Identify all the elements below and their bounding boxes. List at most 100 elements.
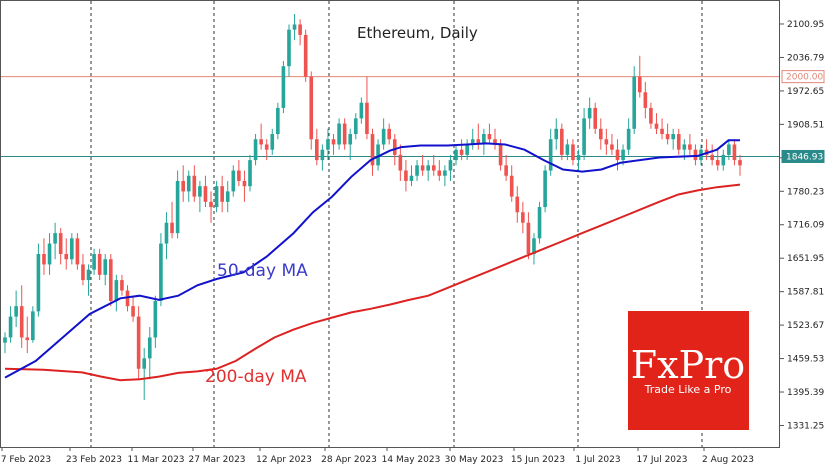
level-2000-badge — [781, 70, 825, 84]
candle — [292, 14, 297, 41]
candle-body — [576, 154, 581, 161]
candle-body — [353, 118, 358, 135]
candle-body — [342, 123, 347, 145]
candle-body — [526, 222, 531, 254]
candle — [571, 139, 575, 166]
candle-body — [610, 144, 614, 150]
candle-body — [598, 128, 603, 140]
candle-body — [220, 186, 224, 202]
x-tick-label: 7 Feb 2023 — [1, 455, 51, 465]
candle — [214, 180, 219, 213]
candle — [454, 144, 458, 166]
candle — [248, 154, 252, 192]
candle — [175, 170, 180, 239]
candle-body — [671, 134, 675, 140]
candle-body — [259, 139, 263, 145]
candle-body — [337, 123, 341, 145]
candle — [365, 76, 369, 140]
candle-body — [637, 76, 642, 93]
candle-body — [231, 170, 236, 192]
candle-body — [465, 144, 469, 155]
candle-body — [303, 34, 308, 77]
candle — [554, 118, 559, 150]
x-tick-label: 30 May 2023 — [445, 455, 504, 465]
candle — [159, 233, 163, 307]
candle — [70, 233, 74, 265]
candle — [253, 134, 258, 166]
candle — [710, 144, 714, 166]
candle — [593, 102, 598, 135]
candle-body — [498, 144, 503, 166]
candle-body — [660, 128, 664, 135]
candle — [309, 71, 314, 150]
candle — [448, 154, 453, 181]
candle-body — [370, 134, 375, 166]
candle-body — [593, 107, 598, 129]
candle — [732, 139, 737, 166]
candle — [487, 123, 492, 145]
x-tick-label: 12 Apr 2023 — [256, 455, 312, 465]
candle — [81, 253, 85, 286]
candle-body — [376, 144, 380, 166]
candle — [303, 29, 308, 82]
x-tick-label: 27 Mar 2023 — [188, 455, 245, 465]
candle-body — [292, 24, 297, 30]
candle-body — [58, 233, 63, 254]
candle-body — [515, 196, 520, 213]
candle — [353, 113, 358, 140]
candle-body — [626, 128, 631, 150]
candle-body — [392, 139, 397, 155]
candle-body — [225, 191, 230, 202]
candle — [192, 165, 197, 202]
candle — [259, 123, 263, 150]
candle-body — [504, 165, 508, 176]
candle-body — [431, 165, 436, 171]
candle-body — [532, 238, 536, 254]
x-tick-label: 2 Aug 2023 — [702, 455, 754, 465]
candle-body — [565, 144, 570, 155]
candle — [615, 139, 620, 171]
candle-body — [270, 134, 275, 150]
candle — [420, 154, 425, 176]
candle — [337, 118, 341, 150]
candle-body — [437, 170, 442, 176]
candle — [504, 154, 508, 181]
candle — [715, 149, 720, 171]
candle — [537, 201, 542, 244]
candle-body — [665, 134, 670, 140]
y-tick-label: 1459.53 — [787, 355, 824, 365]
candle-body — [142, 358, 147, 369]
candle-body — [509, 175, 514, 197]
logo-background — [628, 311, 749, 430]
candle — [320, 144, 325, 171]
candle — [315, 128, 319, 166]
candle — [142, 347, 147, 401]
candle-body — [621, 149, 625, 161]
candle-body — [64, 253, 69, 260]
candle — [598, 118, 603, 150]
candle-body — [409, 175, 414, 181]
candle-body — [53, 233, 57, 244]
candle — [86, 264, 91, 296]
candle-body — [521, 212, 525, 223]
candle-body — [153, 300, 158, 338]
candle-body — [682, 144, 687, 150]
candle — [532, 233, 536, 265]
candle-body — [159, 243, 163, 301]
candle — [654, 113, 659, 135]
candle — [75, 233, 80, 270]
x-tick-label: 14 May 2023 — [382, 455, 441, 465]
candle-body — [365, 102, 369, 135]
candle-body — [175, 180, 180, 234]
candle-body — [86, 269, 91, 281]
candle — [53, 222, 57, 260]
candle — [387, 123, 392, 145]
moving-average-lines — [4, 139, 741, 382]
candle — [404, 160, 408, 192]
candle-body — [710, 154, 714, 161]
candle — [548, 128, 553, 176]
candle-body — [387, 128, 392, 140]
candle — [103, 253, 108, 286]
candle — [637, 55, 642, 98]
y-tick-label: 2100.95 — [787, 20, 824, 30]
